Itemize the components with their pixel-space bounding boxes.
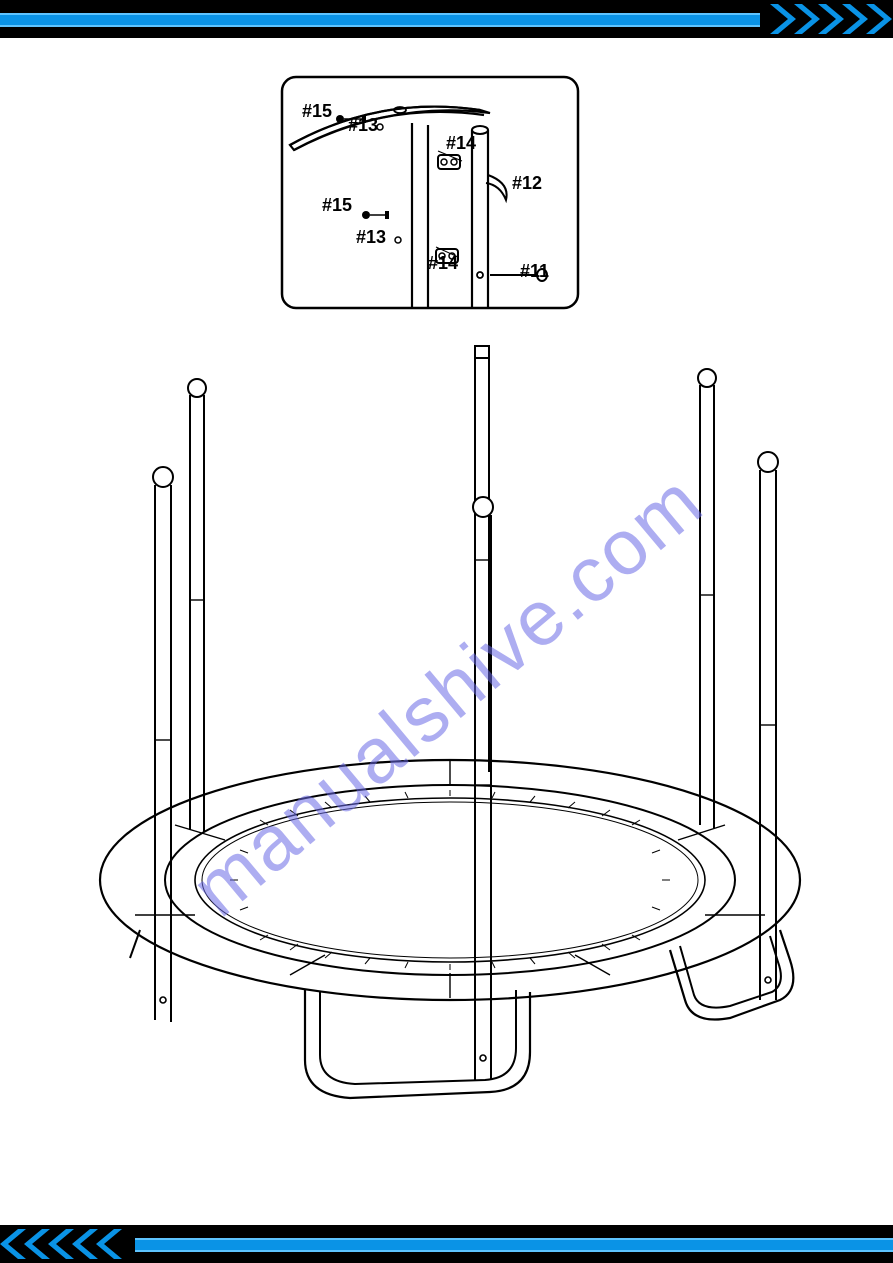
pole-back-center	[475, 346, 489, 772]
page-header-bar	[0, 0, 893, 38]
label-11: #11	[520, 261, 549, 282]
header-graphic	[0, 0, 893, 38]
assembly-detail-inset: #15 #13 #14 #12 #15 #13 #14 #11	[280, 75, 580, 310]
pole-back-right	[698, 369, 716, 828]
pole-front-right	[758, 452, 778, 1000]
footer-graphic	[0, 1225, 893, 1263]
label-14-upper: #14	[446, 133, 476, 154]
pole-back-left	[188, 379, 206, 832]
pole-front-center	[473, 497, 493, 1080]
page-footer-bar	[0, 1225, 893, 1263]
label-12: #12	[512, 173, 542, 194]
trampoline-svg	[80, 340, 820, 1110]
label-15-lower: #15	[322, 195, 352, 216]
label-13-lower: #13	[356, 227, 386, 248]
trampoline-diagram	[80, 340, 820, 1110]
label-13-upper: #13	[348, 115, 378, 136]
pole-front-left	[153, 467, 173, 1022]
manual-page: #15 #13 #14 #12 #15 #13 #14 #11	[0, 0, 893, 1263]
label-14-lower: #14	[428, 253, 458, 274]
label-15-upper: #15	[302, 101, 332, 122]
